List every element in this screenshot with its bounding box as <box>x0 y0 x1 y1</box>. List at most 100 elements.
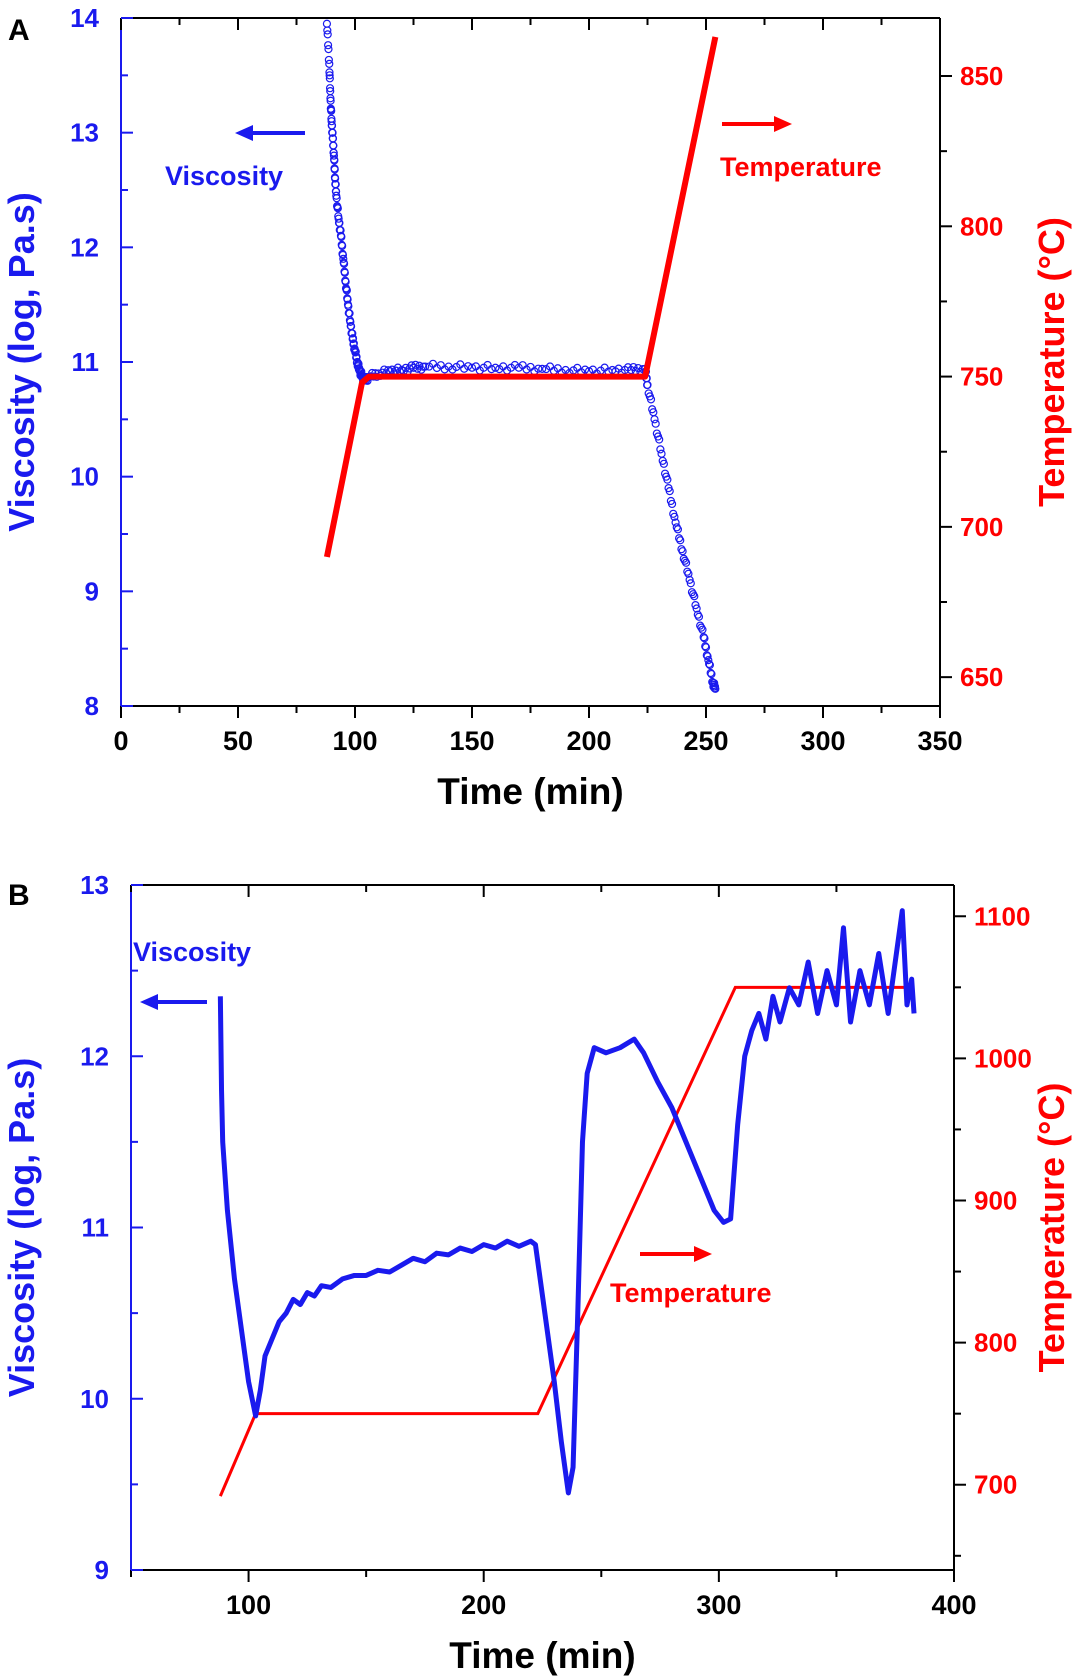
viscosity-point <box>694 612 704 621</box>
viscosity-point <box>487 365 496 374</box>
x-tick-label: 50 <box>223 726 253 756</box>
viscosity-point <box>326 96 335 105</box>
viscosity-point <box>351 347 360 356</box>
viscosity-point <box>651 419 660 428</box>
temperature-line <box>218 985 915 1497</box>
panel-b: B 100 200 300 400 9 10 11 12 13 700 800 900 1000 1100 T… <box>1 870 1072 1676</box>
viscosity-point <box>704 656 713 665</box>
left-y-tick-label: 10 <box>80 1384 109 1414</box>
right-y-tick-label: 1000 <box>974 1043 1032 1073</box>
viscosity-point <box>340 268 349 277</box>
viscosity-point <box>699 633 708 642</box>
viscosity-point <box>324 55 333 65</box>
right-y-tick-label: 900 <box>974 1185 1017 1215</box>
viscosity-point <box>629 362 638 372</box>
viscosity-point <box>678 547 687 556</box>
viscosity-point <box>705 660 715 670</box>
viscosity-point <box>339 254 348 263</box>
viscosity-annotation: Viscosity <box>133 937 251 967</box>
viscosity-point <box>655 435 664 444</box>
viscosity-point <box>326 94 335 103</box>
viscosity-annotation: Viscosity <box>165 161 283 191</box>
viscosity-point <box>329 151 339 160</box>
viscosity-point <box>686 579 695 588</box>
left-y-tick-label: 14 <box>70 3 99 33</box>
viscosity-point <box>667 499 677 509</box>
panel-label: A <box>8 14 30 47</box>
viscosity-point <box>682 558 691 567</box>
left-y-tick-label: 11 <box>72 347 100 377</box>
left-y-tick-label: 10 <box>70 462 99 492</box>
viscosity-point <box>327 117 336 126</box>
right-y-tick-label: 1100 <box>974 901 1030 931</box>
right-y-tick-label: 700 <box>960 512 1003 542</box>
viscosity-point <box>346 317 355 326</box>
right-y-tick-label: 800 <box>960 211 1003 241</box>
viscosity-point <box>690 592 699 601</box>
viscosity-point <box>673 525 683 534</box>
viscosity-point <box>333 204 342 213</box>
viscosity-point <box>676 536 685 545</box>
viscosity-point <box>691 601 700 610</box>
temperature-line <box>323 36 719 558</box>
viscosity-point <box>665 487 674 496</box>
right-y-axis-title: Temperature (°C) <box>1031 1083 1072 1373</box>
viscosity-point <box>325 84 335 93</box>
right-y-axis-title: Temperature (°C) <box>1031 217 1072 507</box>
x-axis-title: Time (min) <box>449 1635 635 1676</box>
right-y-tick-label: 700 <box>974 1470 1017 1500</box>
viscosity-point <box>348 334 358 343</box>
viscosity-point <box>387 365 397 374</box>
x-tick-label: 100 <box>226 1590 271 1620</box>
viscosity-point <box>322 19 332 28</box>
viscosity-point <box>701 643 711 652</box>
x-tick-label: 0 <box>113 726 128 756</box>
x-tick-label: 300 <box>800 726 845 756</box>
left-y-axis-title: Viscosity (log, Pa.s) <box>1 1058 42 1397</box>
viscosity-point <box>538 364 547 373</box>
viscosity-point <box>706 668 715 678</box>
x-tick-label: 200 <box>566 726 611 756</box>
viscosity-point <box>338 241 347 251</box>
viscosity-point <box>534 364 543 373</box>
panel-label: B <box>8 879 30 912</box>
panel-a: A 0 50 100 150 200 250 300 350 8 9 10 11 12 13 14 650 700… <box>1 3 1072 812</box>
viscosity-point <box>701 642 710 651</box>
viscosity-point <box>650 415 659 424</box>
viscosity-point <box>348 329 357 338</box>
viscosity-point <box>323 30 332 39</box>
right-y-tick-label: 750 <box>960 362 1003 392</box>
temperature-annotation: Temperature <box>610 1278 772 1308</box>
viscosity-point <box>643 380 652 390</box>
viscosity-point <box>710 679 719 688</box>
viscosity-point <box>335 218 344 228</box>
viscosity-point <box>702 651 711 660</box>
viscosity-point <box>646 395 656 404</box>
x-tick-label: 300 <box>696 1590 741 1620</box>
left-y-tick-label: 9 <box>95 1555 109 1585</box>
viscosity-point <box>337 232 346 242</box>
viscosity-point <box>491 363 500 372</box>
x-axis-title: Time (min) <box>437 771 623 812</box>
viscosity-point <box>698 625 707 634</box>
viscosity-point <box>338 250 348 260</box>
left-y-tick-label: 12 <box>80 1041 109 1071</box>
x-tick-label: 100 <box>332 726 377 756</box>
x-tick-label: 350 <box>917 726 962 756</box>
viscosity-point <box>415 361 424 370</box>
right-y-tick-label: 650 <box>960 662 1003 692</box>
viscosity-arrow-head-icon <box>140 994 158 1010</box>
viscosity-point <box>657 449 666 458</box>
temperature-arrow-head-icon <box>774 116 792 132</box>
viscosity-point <box>684 569 693 578</box>
left-y-tick-label: 11 <box>82 1213 110 1243</box>
viscosity-point <box>323 41 333 50</box>
viscosity-line <box>217 908 917 1496</box>
x-tick-label: 400 <box>931 1590 976 1620</box>
viscosity-point <box>324 45 333 54</box>
left-y-tick-label: 12 <box>70 232 99 262</box>
x-tick-label: 150 <box>449 726 494 756</box>
left-y-axis-title: Viscosity (log, Pa.s) <box>1 192 42 531</box>
viscosity-point <box>705 659 714 669</box>
